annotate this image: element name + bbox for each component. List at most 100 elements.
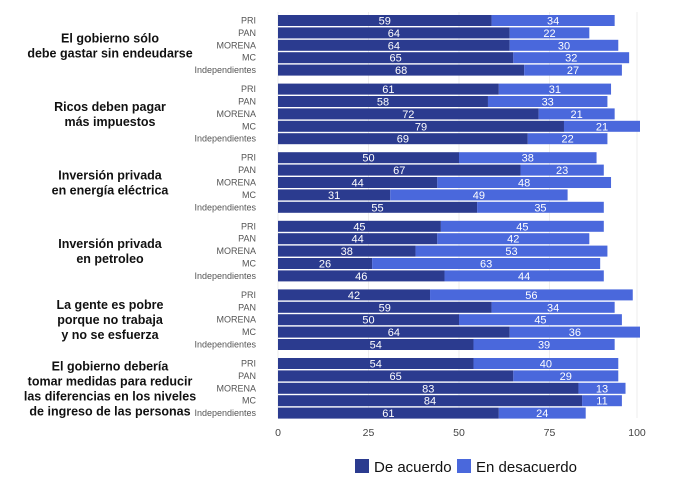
party-label: PAN (238, 97, 256, 107)
value-label-en-desacuerdo: 63 (480, 259, 492, 271)
value-label-en-desacuerdo: 33 (542, 97, 554, 109)
question-title-line: las diferencias en los niveles (24, 389, 196, 403)
party-label: MORENA (216, 315, 256, 325)
bar-de-acuerdo (278, 301, 492, 313)
value-label-en-desacuerdo: 35 (534, 202, 546, 214)
party-label: Independientes (194, 65, 256, 75)
party-label: PRI (241, 84, 256, 94)
bar-en-desacuerdo (477, 201, 604, 213)
question-title-line: tomar medidas para reducir (28, 374, 193, 388)
value-label-de-acuerdo: 54 (370, 359, 382, 371)
bar-en-desacuerdo (444, 270, 604, 282)
bar-en-desacuerdo (498, 83, 612, 95)
bar-en-desacuerdo (459, 152, 597, 164)
value-label-de-acuerdo: 44 (352, 234, 364, 246)
value-label-en-desacuerdo: 45 (534, 315, 546, 327)
question-title-line: debe gastar sin endeudarse (27, 46, 192, 60)
bar-de-acuerdo (278, 177, 438, 188)
bar-en-desacuerdo (491, 15, 615, 26)
value-label-en-desacuerdo: 21 (571, 109, 583, 121)
bar-en-desacuerdo (440, 220, 604, 232)
x-tick-label-50: 50 (453, 427, 465, 439)
value-label-de-acuerdo: 64 (388, 28, 400, 40)
bar-en-desacuerdo (509, 326, 640, 338)
question-title-line: La gente es pobre (57, 298, 164, 312)
bar-de-acuerdo (278, 201, 478, 213)
question-title-line: Ricos deben pagar (54, 100, 166, 114)
value-label-de-acuerdo: 59 (379, 302, 391, 314)
party-label: PRI (241, 153, 256, 163)
value-label-en-desacuerdo: 42 (507, 234, 519, 246)
question-title-line: de ingreso de las personas (29, 404, 190, 418)
question-title-line: en energía eléctrica (52, 184, 170, 198)
value-label-de-acuerdo: 61 (382, 84, 394, 96)
bar-de-acuerdo (278, 96, 488, 107)
value-label-en-desacuerdo: 34 (547, 16, 559, 28)
value-label-de-acuerdo: 72 (402, 109, 414, 121)
bar-de-acuerdo (278, 189, 391, 201)
bar-en-desacuerdo (563, 120, 640, 132)
bar-de-acuerdo (278, 245, 416, 257)
question-title-line: El gobierno debería (52, 359, 170, 373)
party-label: PRI (241, 290, 256, 300)
party-label: MORENA (216, 178, 256, 188)
value-label-en-desacuerdo: 49 (473, 190, 485, 202)
value-label-de-acuerdo: 45 (353, 221, 365, 233)
value-label-de-acuerdo: 50 (362, 315, 374, 327)
legend-label-en-desacuerdo: En desacuerdo (476, 459, 577, 476)
value-label-de-acuerdo: 68 (395, 65, 407, 77)
value-label-en-desacuerdo: 32 (565, 53, 577, 65)
value-label-de-acuerdo: 65 (390, 53, 402, 65)
bar-en-desacuerdo (513, 370, 619, 382)
bar-en-desacuerdo (473, 358, 619, 369)
value-label-en-desacuerdo: 30 (558, 40, 570, 52)
value-label-de-acuerdo: 79 (415, 121, 427, 133)
bar-en-desacuerdo (509, 39, 619, 51)
question-title-line: en petroleo (76, 252, 144, 266)
party-label: Independientes (194, 340, 256, 350)
value-label-en-desacuerdo: 53 (505, 246, 517, 258)
value-label-de-acuerdo: 69 (397, 134, 409, 146)
party-label: PAN (238, 302, 256, 312)
party-label: Independientes (194, 271, 256, 281)
bar-de-acuerdo (278, 39, 510, 51)
bar-en-desacuerdo (498, 407, 586, 419)
bar-en-desacuerdo (513, 52, 630, 64)
value-label-en-desacuerdo: 48 (518, 178, 530, 190)
value-label-en-desacuerdo: 38 (522, 153, 534, 165)
party-label: MC (242, 259, 256, 269)
value-label-de-acuerdo: 46 (355, 271, 367, 283)
bar-de-acuerdo (278, 289, 431, 301)
question-title-line: El gobierno sólo (61, 31, 159, 45)
bar-en-desacuerdo (578, 382, 626, 394)
x-axis-ticks: 0 25 50 75 100 (275, 427, 646, 439)
value-label-en-desacuerdo: 34 (547, 302, 559, 314)
value-label-en-desacuerdo: 21 (596, 121, 608, 133)
bar-de-acuerdo (278, 314, 459, 326)
bar-de-acuerdo (278, 83, 499, 95)
value-label-en-desacuerdo: 44 (518, 271, 530, 283)
party-label: MC (242, 327, 256, 337)
value-label-en-desacuerdo: 24 (536, 408, 548, 420)
value-label-de-acuerdo: 31 (328, 190, 340, 202)
x-tick-label-100: 100 (628, 427, 646, 439)
bar-en-desacuerdo (538, 108, 615, 120)
question-title-line: porque no trabaja (57, 313, 164, 327)
legend: De acuerdo En desacuerdo (355, 459, 577, 476)
value-label-en-desacuerdo: 11 (596, 396, 607, 408)
bar-en-desacuerdo (437, 177, 612, 188)
value-label-de-acuerdo: 38 (341, 246, 353, 258)
party-label: MORENA (216, 246, 256, 256)
value-label-en-desacuerdo: 40 (540, 359, 552, 371)
value-label-en-desacuerdo: 22 (543, 28, 555, 40)
bar-en-desacuerdo (473, 339, 615, 350)
question-title-line: Inversión privada (58, 237, 163, 251)
value-label-en-desacuerdo: 31 (549, 84, 561, 96)
value-label-en-desacuerdo: 13 (596, 383, 608, 395)
bar-en-desacuerdo (437, 233, 590, 245)
bars (278, 15, 640, 419)
bar-en-desacuerdo (524, 64, 622, 76)
value-label-de-acuerdo: 64 (388, 40, 400, 52)
